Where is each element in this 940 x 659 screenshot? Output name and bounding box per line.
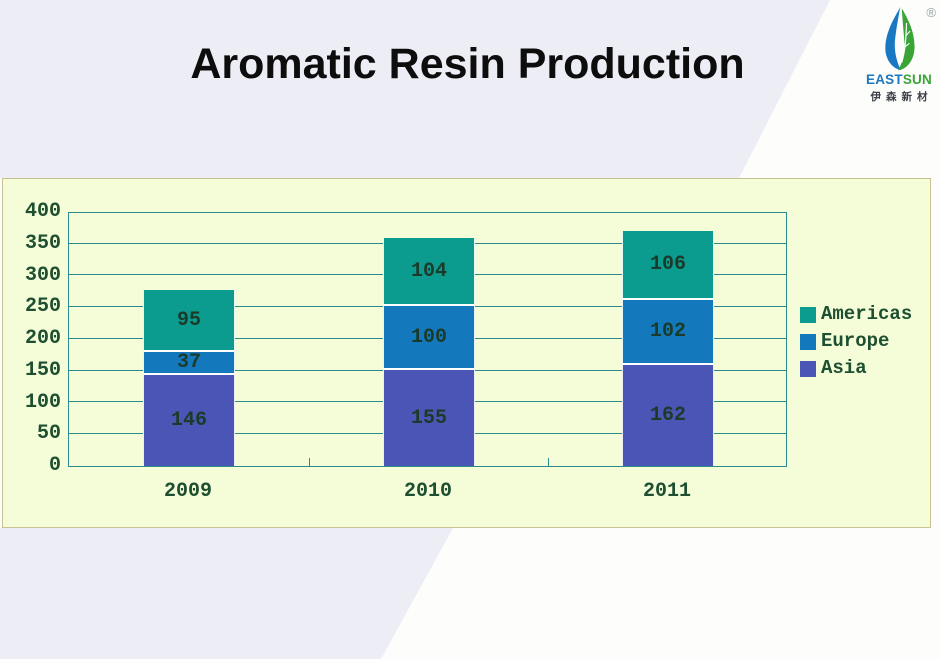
legend-item-asia: Asia [800,357,912,379]
plot-area: 95 37 146 104 100 155 106 102 162 [68,212,787,467]
y-axis-tick-label: 350 [24,231,61,255]
bar-segment-americas: 95 [143,290,235,350]
y-axis-tick-label: 100 [24,390,61,414]
bar-segment-europe: 37 [143,350,235,374]
y-axis-tick-label: 200 [24,327,61,350]
bar-segment-asia: 162 [622,363,714,466]
bar-value-label: 104 [410,259,447,283]
registered-trademark: ® [926,5,936,20]
background-diagonal-top-band [0,0,830,178]
legend-item-europe: Europe [800,330,912,352]
brand-wordmark: EASTSUN [861,73,937,87]
y-axis-tick-label: 400 [24,200,61,223]
bar-segment-americas: 104 [383,238,475,304]
legend-item-americas: Americas [800,303,913,325]
bar-value-label: 106 [649,253,686,276]
bar-segment-americas: 106 [622,231,714,298]
y-axis-tick-label: 150 [24,358,61,382]
legend-swatch-asia [800,360,816,377]
y-axis-tick-label: 250 [24,295,61,319]
brand-sun: SUN [902,72,932,87]
stacked-bar-2009: 95 37 146 [143,290,235,466]
bar-segment-asia: 155 [383,368,475,466]
x-axis-category-label: 2011 [642,480,691,503]
slide-title: Aromatic Resin Production [190,40,745,88]
bar-value-label: 100 [410,325,447,349]
bar-value-label: 162 [649,404,686,427]
y-axis-tick-label: 300 [24,263,61,287]
bar-value-label: 146 [170,409,207,432]
y-axis-tick-label: 0 [48,454,61,477]
bar-value-label: 102 [649,320,686,343]
eastsun-drop-leaf-icon [885,6,915,71]
bar-value-label: 37 [176,351,201,374]
bar-segment-europe: 100 [383,304,475,368]
stacked-bar-2011: 106 102 162 [622,231,714,466]
background-diagonal-bottom-band [0,528,453,659]
stacked-bar-2010: 104 100 155 [383,238,475,466]
brand-chinese-name: 伊森新材 [870,90,933,103]
chart-panel: 95 37 146 104 100 155 106 102 162 0 50 100 150 200 25… [2,178,931,528]
legend-swatch-americas [800,306,816,323]
x-axis-tick [548,458,549,466]
legend: Americas Europe Asia [800,303,913,387]
legend-label: Americas [821,303,913,325]
y-axis-tick-label: 50 [36,422,61,446]
bar-value-label: 95 [176,308,201,332]
brand-east: EAST [866,72,903,87]
legend-label: Europe [821,330,890,352]
x-axis-category-label: 2010 [403,480,452,503]
bar-segment-europe: 102 [622,298,714,363]
x-axis-category-label: 2009 [163,480,212,503]
legend-swatch-europe [800,333,816,350]
bar-segment-asia: 146 [143,373,235,466]
legend-label: Asia [821,357,867,379]
eastsun-logo: ® EASTSUN 伊森新材 [861,4,937,104]
x-axis-tick [309,458,310,466]
bar-value-label: 155 [410,406,447,430]
